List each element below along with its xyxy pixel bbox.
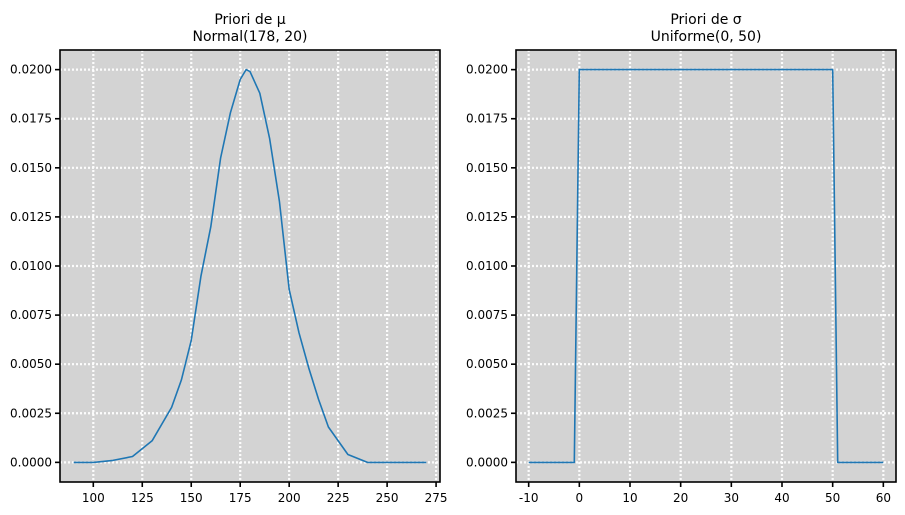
x-tick-label: 0 — [576, 491, 584, 505]
y-tick-label: 0.0075 — [466, 308, 508, 322]
x-tick-label: 60 — [876, 491, 891, 505]
y-tick-label: 0.0025 — [466, 406, 508, 420]
y-tick-label: 0.0050 — [466, 357, 508, 371]
x-tick-label: 50 — [825, 491, 840, 505]
chart-panel-sigma-prior: -10 0 10 20 30 40 50 60 0.0000 0.0025 0.0050 0.0075… — [466, 12, 897, 505]
x-tick-label: 250 — [376, 491, 399, 505]
x-tick-label: 40 — [774, 491, 789, 505]
series-line — [73, 68, 427, 464]
y-tick-label: 0.0100 — [10, 259, 52, 273]
x-tick-label: 125 — [131, 491, 154, 505]
y-tick-label: 0.0000 — [10, 455, 52, 469]
x-tick-label: 30 — [724, 491, 739, 505]
y-tick-label: 0.0200 — [466, 63, 508, 77]
y-tick-label: 0.0150 — [466, 161, 508, 175]
x-tick-label: -10 — [519, 491, 539, 505]
y-tick-label: 0.0175 — [10, 112, 52, 126]
chart-subtitle: Uniforme(0, 50) — [651, 29, 762, 45]
x-tick-label: 200 — [278, 491, 301, 505]
chart-subtitle: Normal(178, 20) — [192, 29, 307, 45]
series-line — [528, 68, 884, 464]
x-tick-label: 175 — [229, 491, 252, 505]
x-tick-label: 20 — [673, 491, 688, 505]
y-tick-label: 0.0025 — [10, 406, 52, 420]
x-tick-label: 100 — [82, 491, 105, 505]
chart-title: Priori de μ — [214, 12, 285, 28]
x-tick-label: 150 — [180, 491, 203, 505]
y-tick-label: 0.0125 — [466, 210, 508, 224]
chart-panel-mu-prior: 100 125 150 175 200 225 250 275 0.0000 0.0025 0.00… — [10, 12, 448, 505]
y-tick-label: 0.0125 — [10, 210, 52, 224]
y-tick-label: 0.0000 — [466, 455, 508, 469]
y-tick-label: 0.0100 — [466, 259, 508, 273]
y-tick-label: 0.0050 — [10, 357, 52, 371]
x-tick-label: 10 — [622, 491, 637, 505]
x-tick-label: 225 — [327, 491, 350, 505]
chart-title: Priori de σ — [670, 12, 741, 28]
y-tick-label: 0.0200 — [10, 63, 52, 77]
y-tick-label: 0.0175 — [466, 112, 508, 126]
x-tick-label: 275 — [425, 491, 448, 505]
y-tick-label: 0.0075 — [10, 308, 52, 322]
y-tick-label: 0.0150 — [10, 161, 52, 175]
